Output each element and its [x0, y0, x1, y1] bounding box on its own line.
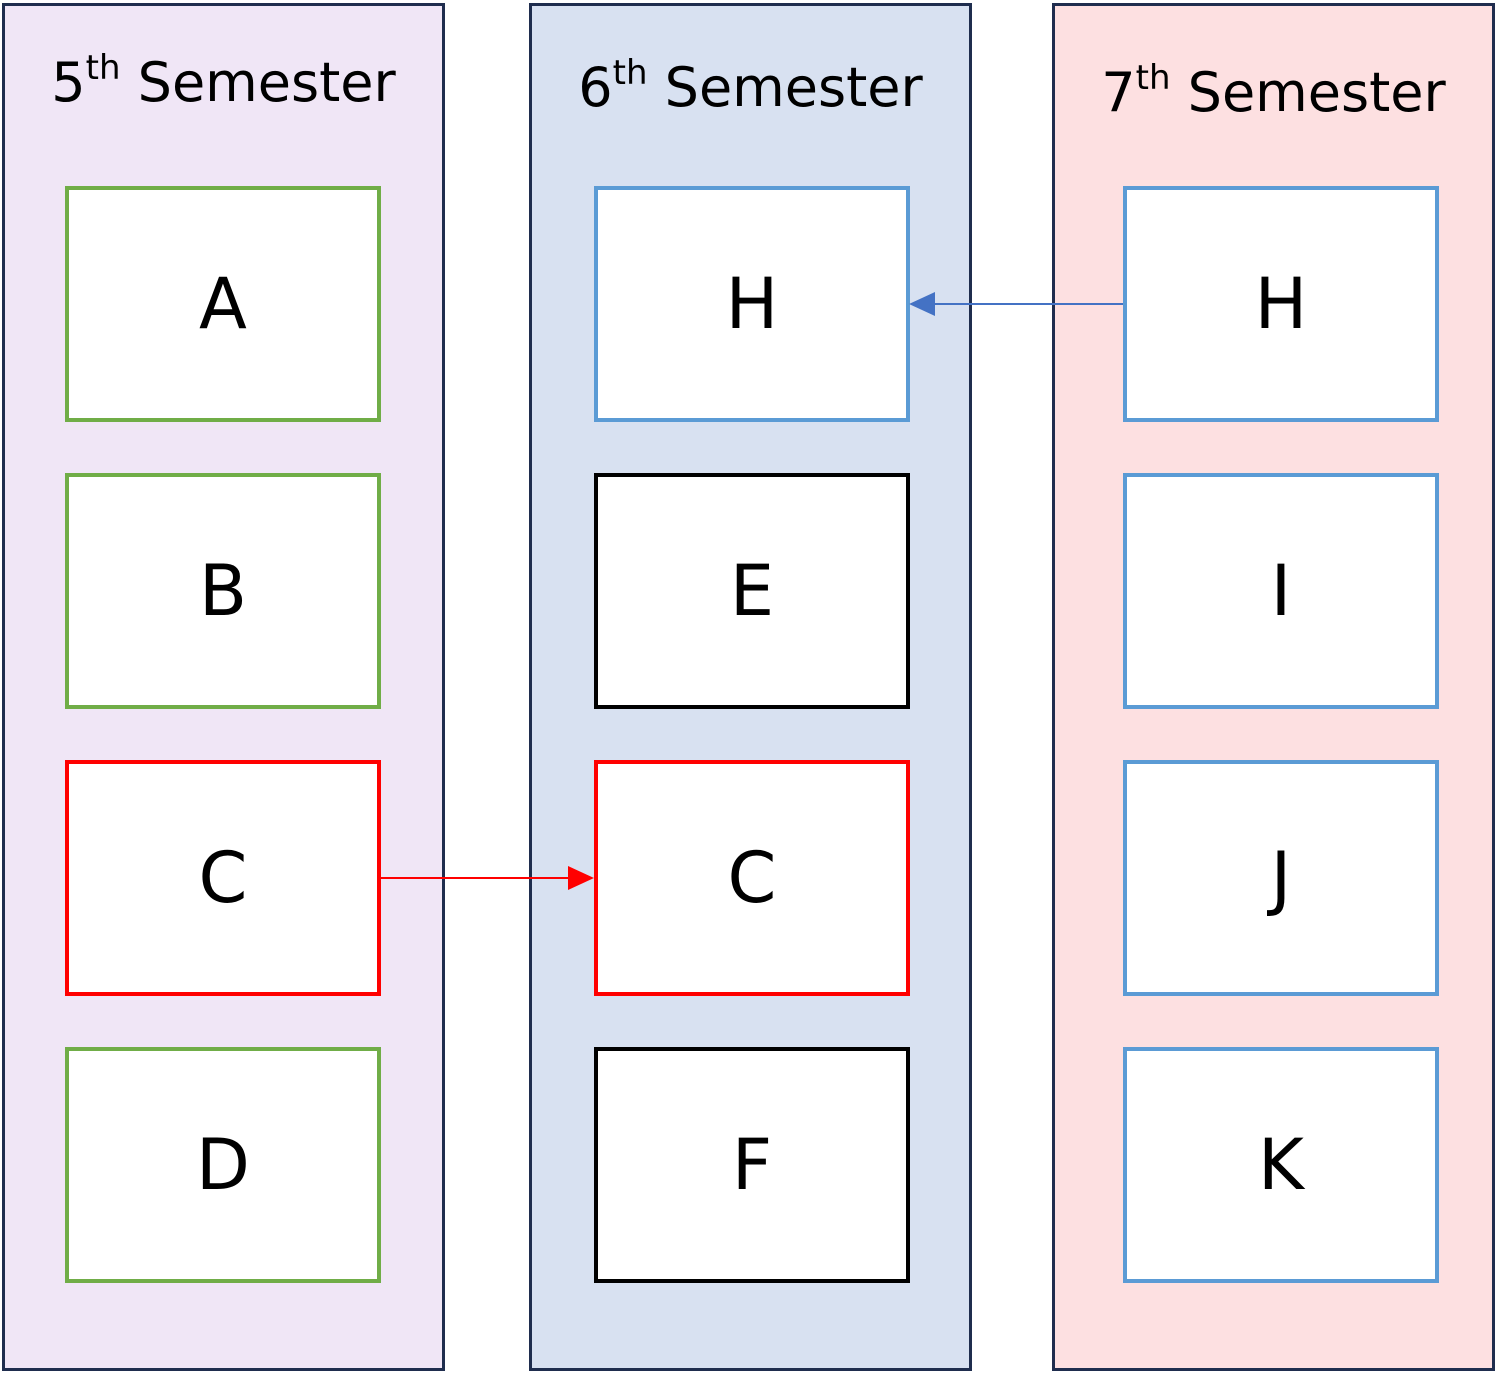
title-text: Semester	[137, 51, 396, 114]
title-suffix: th	[85, 48, 121, 88]
course-label: C	[198, 837, 248, 919]
course-label: H	[725, 263, 779, 345]
title-suffix: th	[612, 53, 648, 93]
title-text: Semester	[664, 56, 923, 119]
course-box-b: B	[65, 473, 381, 709]
title-ordinal: 7	[1101, 61, 1136, 124]
course-box-f: F	[594, 1047, 910, 1283]
course-label: K	[1258, 1124, 1304, 1206]
course-label: A	[199, 263, 247, 345]
course-label: H	[1254, 263, 1308, 345]
course-label: C	[727, 837, 777, 919]
course-box-j: J	[1123, 760, 1439, 996]
course-label: J	[1270, 837, 1292, 919]
course-label: D	[196, 1124, 250, 1206]
column-title: 6th Semester	[532, 53, 969, 119]
course-label: I	[1270, 550, 1292, 632]
course-box-c: C	[594, 760, 910, 996]
course-label: F	[731, 1124, 773, 1206]
course-box-h: H	[1123, 186, 1439, 422]
course-box-a: A	[65, 186, 381, 422]
course-box-c: C	[65, 760, 381, 996]
course-box-d: D	[65, 1047, 381, 1283]
column-title: 7th Semester	[1055, 58, 1492, 124]
course-box-e: E	[594, 473, 910, 709]
title-ordinal: 6	[578, 56, 613, 119]
title-suffix: th	[1135, 58, 1171, 98]
course-label: E	[729, 550, 775, 632]
title-text: Semester	[1187, 61, 1446, 124]
course-label: B	[198, 550, 248, 632]
course-box-k: K	[1123, 1047, 1439, 1283]
course-box-i: I	[1123, 473, 1439, 709]
course-box-h: H	[594, 186, 910, 422]
column-title: 5th Semester	[5, 48, 442, 114]
title-ordinal: 5	[51, 51, 86, 114]
